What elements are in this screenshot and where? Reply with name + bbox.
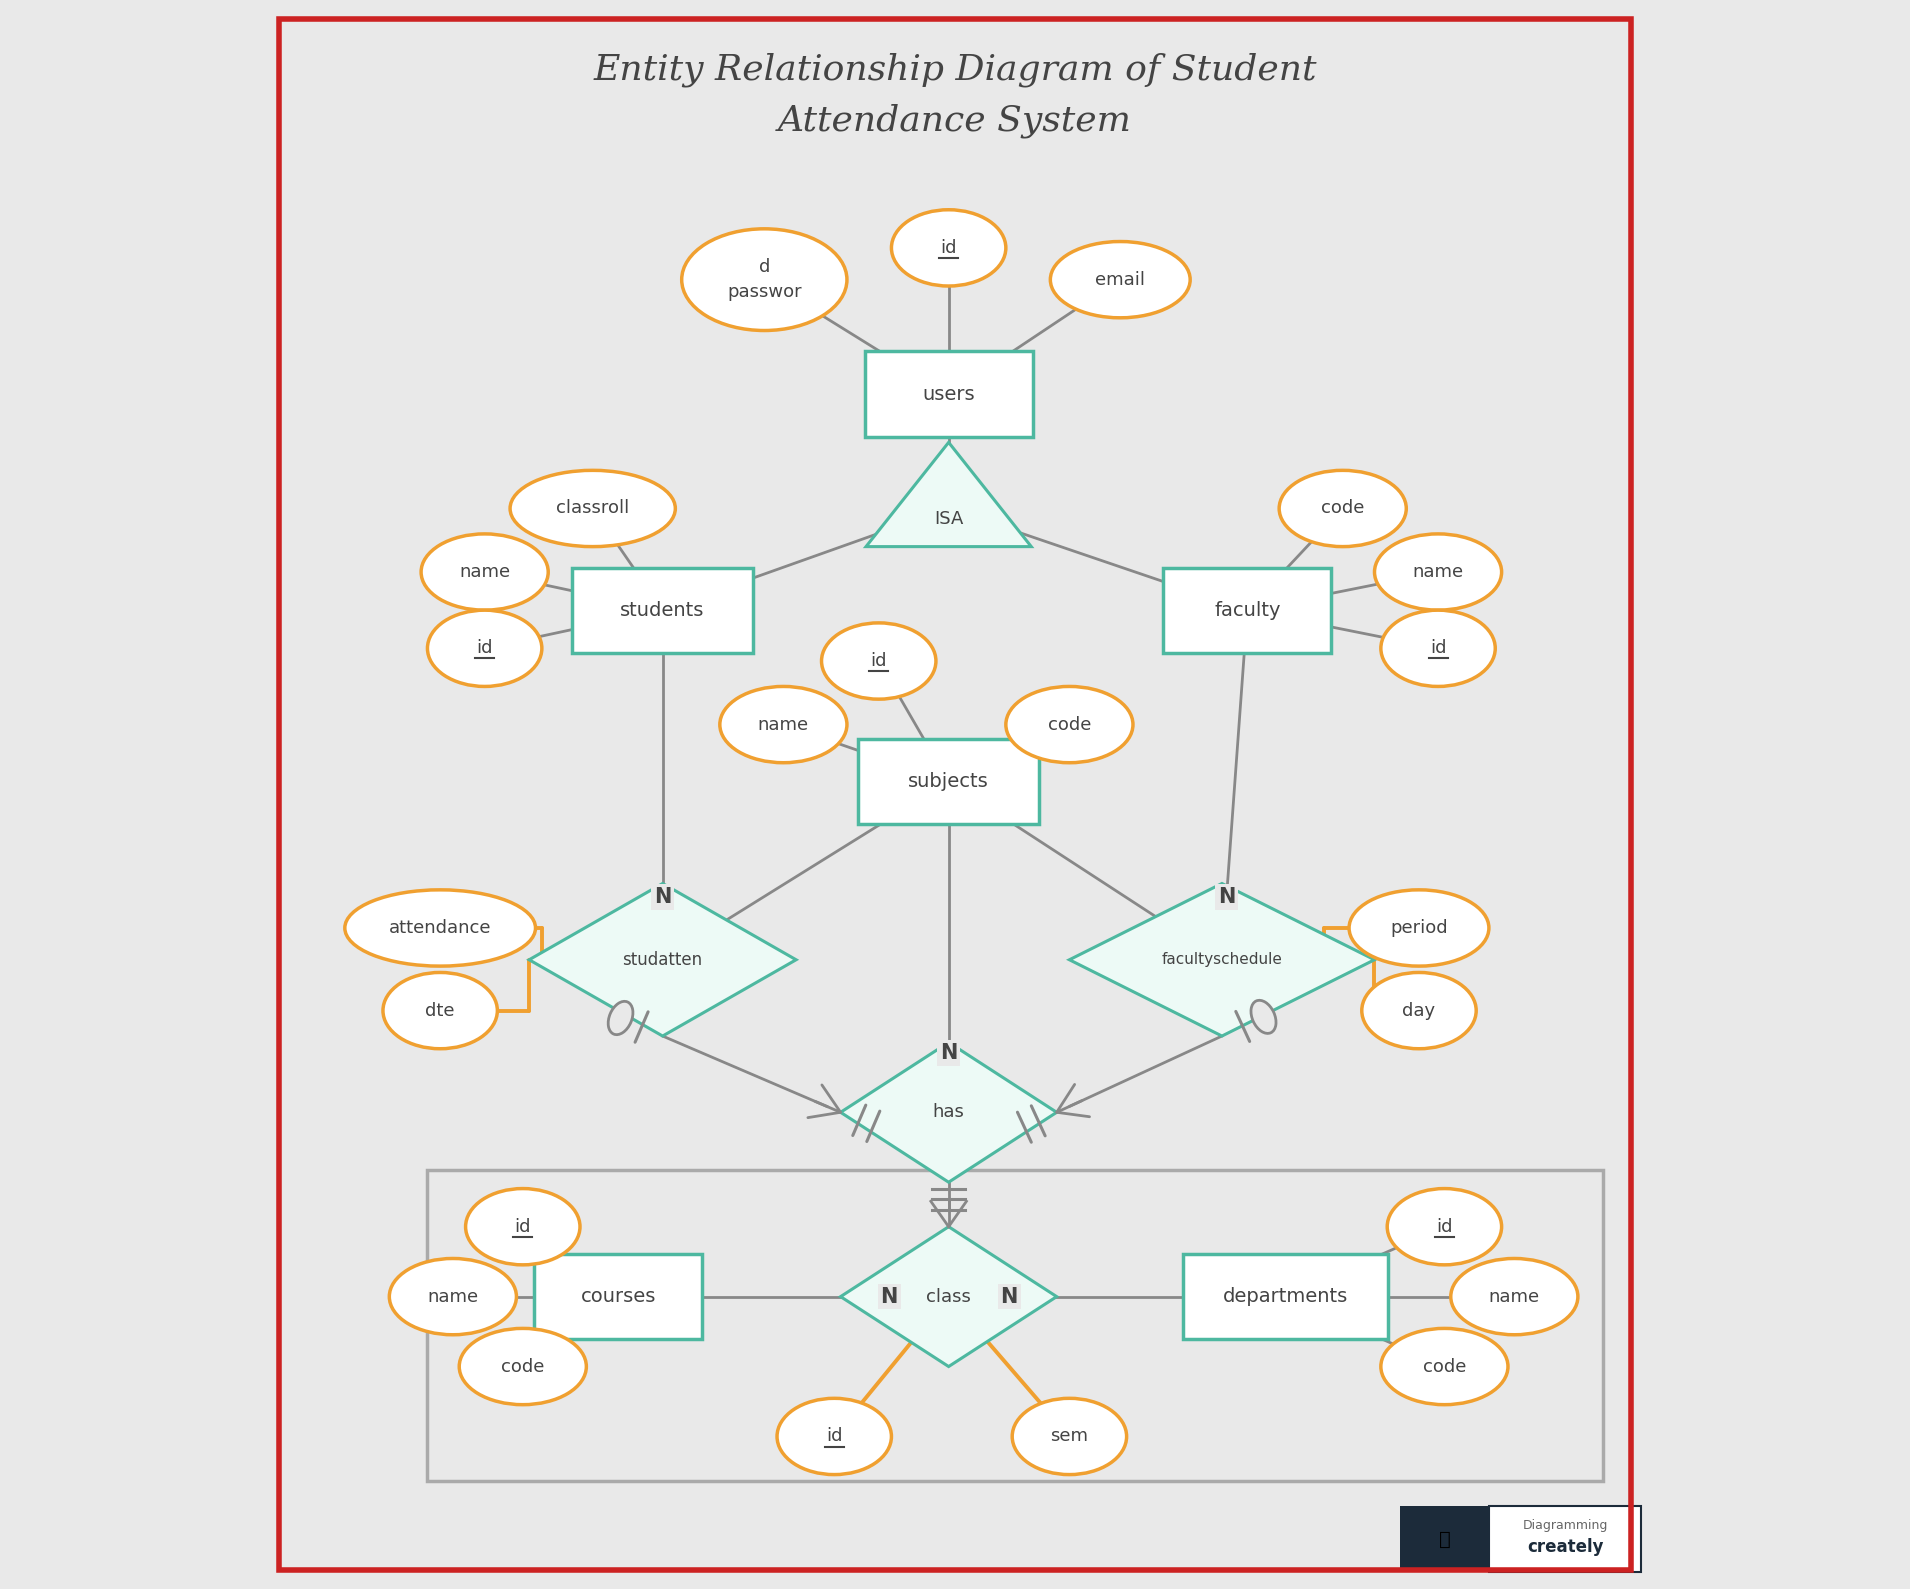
Polygon shape: [1070, 883, 1375, 1036]
Polygon shape: [529, 883, 796, 1036]
Ellipse shape: [346, 890, 535, 966]
Text: class: class: [926, 1287, 970, 1306]
Polygon shape: [840, 1227, 1056, 1367]
FancyBboxPatch shape: [573, 567, 753, 653]
Text: id: id: [476, 639, 493, 658]
Ellipse shape: [1050, 242, 1190, 318]
Text: classroll: classroll: [556, 499, 628, 518]
Ellipse shape: [1375, 534, 1501, 610]
Text: dte: dte: [426, 1001, 455, 1020]
FancyBboxPatch shape: [535, 1254, 703, 1340]
Text: email: email: [1094, 270, 1146, 289]
Text: id: id: [825, 1427, 842, 1446]
Text: id: id: [514, 1217, 531, 1236]
Text: code: code: [1322, 499, 1364, 518]
Text: id: id: [1436, 1217, 1454, 1236]
Text: d: d: [758, 257, 770, 276]
Ellipse shape: [821, 623, 936, 699]
Text: courses: courses: [581, 1287, 655, 1306]
Text: creately: creately: [1526, 1538, 1602, 1556]
Bar: [1490, 1506, 1641, 1573]
Text: studatten: studatten: [623, 950, 703, 969]
Ellipse shape: [1452, 1258, 1578, 1335]
Ellipse shape: [1280, 470, 1406, 547]
Text: faculty: faculty: [1215, 601, 1280, 620]
Bar: [1400, 1506, 1490, 1573]
Text: id: id: [940, 238, 957, 257]
Ellipse shape: [390, 1258, 516, 1335]
FancyBboxPatch shape: [1163, 567, 1331, 653]
Ellipse shape: [1348, 890, 1490, 966]
Ellipse shape: [384, 972, 497, 1049]
Ellipse shape: [466, 1189, 581, 1265]
Ellipse shape: [720, 686, 846, 763]
FancyBboxPatch shape: [1182, 1254, 1389, 1340]
Polygon shape: [865, 442, 1031, 547]
Text: 💡: 💡: [1438, 1530, 1450, 1549]
Ellipse shape: [1251, 1001, 1276, 1033]
Text: students: students: [621, 601, 705, 620]
Text: N: N: [1001, 1287, 1018, 1306]
Text: N: N: [881, 1287, 898, 1306]
Ellipse shape: [777, 1398, 892, 1475]
Text: code: code: [1049, 715, 1091, 734]
Ellipse shape: [682, 229, 846, 331]
Text: name: name: [1413, 563, 1463, 582]
Ellipse shape: [510, 470, 676, 547]
Text: facultyschedule: facultyschedule: [1161, 952, 1282, 968]
Text: Entity Relationship Diagram of Student
Attendance System: Entity Relationship Diagram of Student A…: [594, 52, 1316, 138]
Text: id: id: [871, 651, 886, 671]
Text: code: code: [1423, 1357, 1467, 1376]
Text: code: code: [500, 1357, 544, 1376]
Text: period: period: [1390, 918, 1448, 938]
Ellipse shape: [1387, 1189, 1501, 1265]
Bar: [428, 1170, 1602, 1481]
Text: subjects: subjects: [909, 772, 989, 791]
Ellipse shape: [1012, 1398, 1127, 1475]
Text: name: name: [458, 563, 510, 582]
Polygon shape: [840, 1042, 1056, 1182]
Ellipse shape: [428, 610, 542, 686]
Ellipse shape: [1381, 1328, 1509, 1405]
Text: Diagramming: Diagramming: [1522, 1519, 1608, 1532]
Text: N: N: [1219, 887, 1236, 907]
Ellipse shape: [1362, 972, 1476, 1049]
Ellipse shape: [1381, 610, 1496, 686]
Text: name: name: [1488, 1287, 1539, 1306]
Text: users: users: [923, 385, 974, 404]
FancyBboxPatch shape: [865, 351, 1033, 437]
Ellipse shape: [607, 1001, 632, 1034]
Text: N: N: [653, 887, 670, 907]
Text: day: day: [1402, 1001, 1436, 1020]
Text: name: name: [758, 715, 810, 734]
Text: sem: sem: [1050, 1427, 1089, 1446]
Text: name: name: [428, 1287, 478, 1306]
Text: has: has: [932, 1103, 965, 1122]
Text: id: id: [1431, 639, 1446, 658]
Text: departments: departments: [1222, 1287, 1348, 1306]
Text: ISA: ISA: [934, 510, 963, 528]
Text: N: N: [940, 1042, 957, 1063]
Ellipse shape: [458, 1328, 586, 1405]
FancyBboxPatch shape: [858, 739, 1039, 825]
Ellipse shape: [420, 534, 548, 610]
Ellipse shape: [1007, 686, 1133, 763]
Text: attendance: attendance: [390, 918, 491, 938]
Text: passwor: passwor: [728, 283, 802, 302]
Ellipse shape: [892, 210, 1007, 286]
